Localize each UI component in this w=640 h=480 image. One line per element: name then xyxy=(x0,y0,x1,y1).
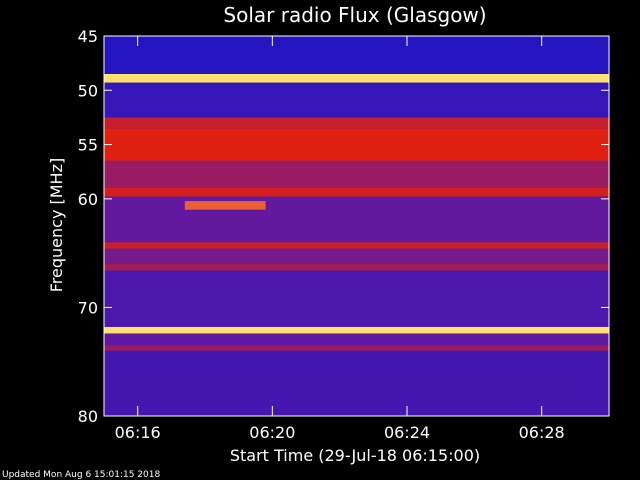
frequency-band xyxy=(104,188,609,197)
frequency-band xyxy=(104,264,609,271)
x-axis-label: Start Time (29-Jul-18 06:15:00) xyxy=(230,446,480,465)
x-tick-label: 06:16 xyxy=(115,423,161,442)
y-tick-label: 60 xyxy=(78,190,98,209)
y-tick-label: 70 xyxy=(78,298,98,317)
frequency-band xyxy=(104,270,609,327)
frequency-band xyxy=(104,333,609,346)
chart-title: Solar radio Flux (Glasgow) xyxy=(223,3,486,27)
axes: 45 50 55 60 70 80 06:16 06:20 06:24 06:28 xyxy=(78,27,610,442)
frequency-band xyxy=(104,326,609,334)
x-tick-label: 06:28 xyxy=(519,423,565,442)
frequency-band xyxy=(104,345,609,351)
frequency-band xyxy=(104,82,609,118)
frequency-band xyxy=(104,74,609,83)
frequency-band xyxy=(104,160,609,188)
y-tick-label: 50 xyxy=(78,81,98,100)
plot-frame xyxy=(103,35,610,417)
x-tick-label: 06:24 xyxy=(384,423,430,442)
frequency-band xyxy=(104,196,609,243)
frequency-band xyxy=(104,128,609,161)
plot-area xyxy=(104,36,609,416)
frequency-band xyxy=(104,117,609,129)
burst-emission xyxy=(184,201,266,210)
x-tick-label: 06:20 xyxy=(249,423,295,442)
y-tick-label: 80 xyxy=(78,407,98,426)
y-axis-label: Frequency [MHz] xyxy=(47,158,66,292)
y-tick-label: 45 xyxy=(78,27,98,46)
updated-timestamp: Updated Mon Aug 6 15:01:15 2018 xyxy=(2,470,160,480)
frequency-band xyxy=(104,248,609,264)
frequency-band xyxy=(104,36,609,74)
frequency-band xyxy=(104,350,609,416)
frequency-band xyxy=(104,242,609,249)
y-tick-label: 55 xyxy=(78,136,98,155)
